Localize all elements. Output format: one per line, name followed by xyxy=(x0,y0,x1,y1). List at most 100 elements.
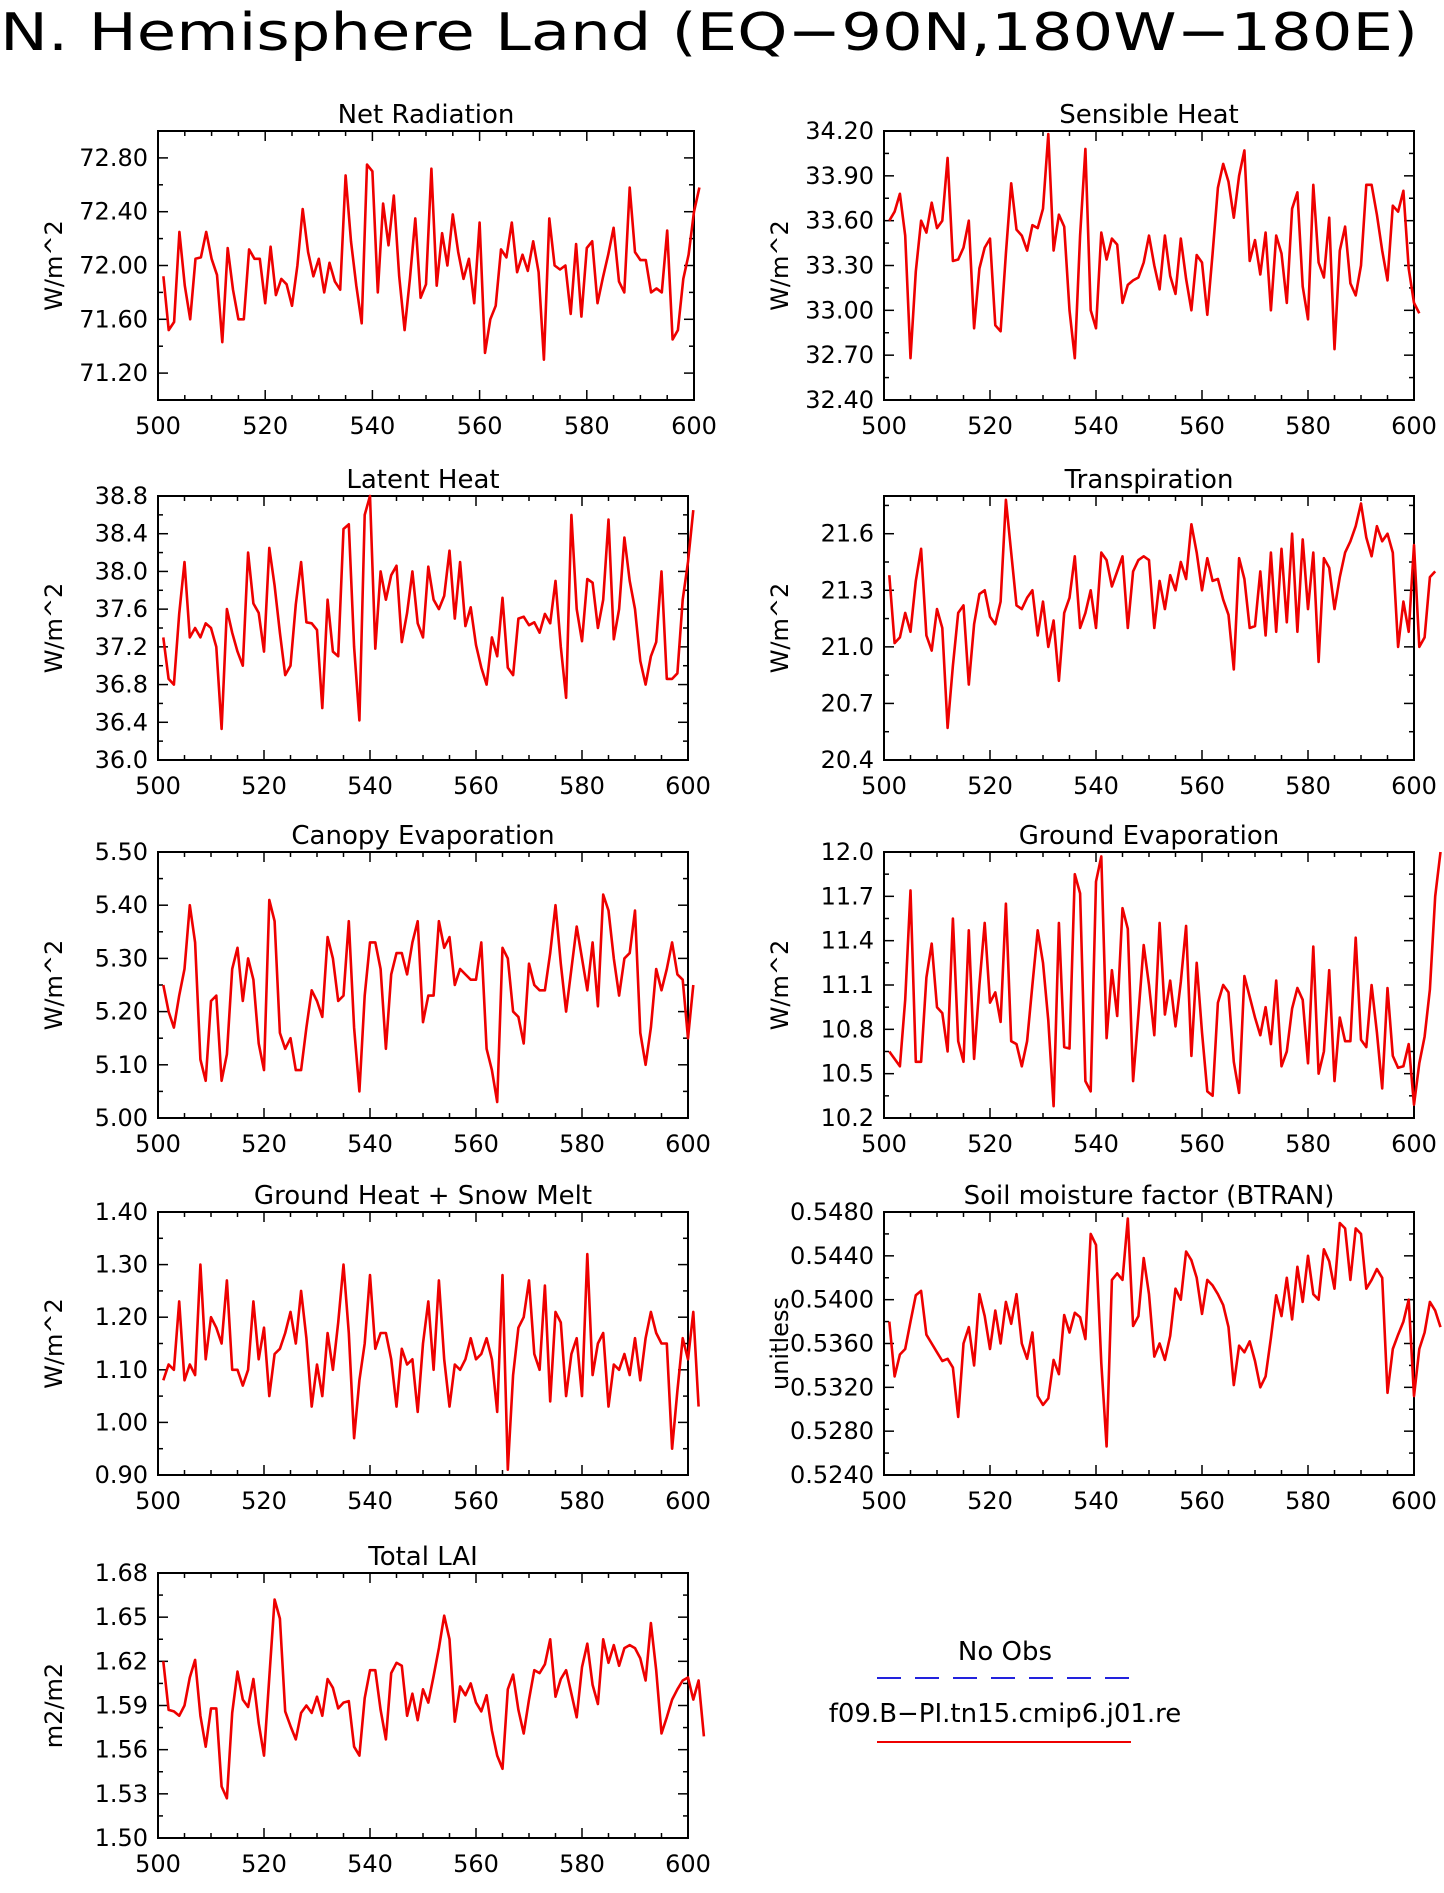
y-axis-label: W/m^2 xyxy=(766,220,794,311)
y-axis-label: W/m^2 xyxy=(40,220,68,311)
y-tick-label: 21.3 xyxy=(821,576,874,604)
series-line xyxy=(888,1217,1442,1448)
y-tick-label: 5.20 xyxy=(95,998,148,1026)
plot-frame xyxy=(883,130,1415,401)
x-tick-label: 560 xyxy=(1179,1487,1225,1515)
y-tick-label: 0.5400 xyxy=(790,1286,874,1314)
plot-frame xyxy=(157,851,689,1119)
y-tick-label: 0.5360 xyxy=(790,1330,874,1358)
series-line xyxy=(888,132,1421,360)
chart-panel-8: Soil moisture factor (BTRAN) 0.5240 0.5280… xyxy=(766,1181,1442,1515)
x-tick-label: 600 xyxy=(665,1487,711,1515)
y-tick-label: 32.40 xyxy=(805,386,874,414)
x-tick-label: 580 xyxy=(559,1850,605,1878)
y-axis-label: W/m^2 xyxy=(40,940,68,1031)
x-tick-label: 540 xyxy=(1073,772,1119,800)
y-tick-label: 1.62 xyxy=(95,1647,148,1675)
y-axis-label: m2/m2 xyxy=(40,1663,68,1748)
y-tick-label: 21.6 xyxy=(821,520,874,548)
x-tick-label: 500 xyxy=(135,772,181,800)
y-tick-label: 21.0 xyxy=(821,633,874,661)
x-tick-label: 520 xyxy=(967,412,1013,440)
y-tick-label: 71.60 xyxy=(79,305,148,333)
y-tick-label: 20.7 xyxy=(821,689,874,717)
y-axis-label: W/m^2 xyxy=(766,940,794,1031)
panel-title: Canopy Evaporation xyxy=(291,821,554,851)
panel-title: Total LAI xyxy=(367,1542,478,1572)
x-tick-label: 520 xyxy=(241,1487,287,1515)
y-tick-label: 71.20 xyxy=(79,359,148,387)
y-tick-label: 1.30 xyxy=(95,1251,148,1279)
x-tick-label: 520 xyxy=(241,1130,287,1158)
y-tick-label: 1.10 xyxy=(95,1356,148,1384)
x-tick-label: 500 xyxy=(861,772,907,800)
y-tick-label: 5.30 xyxy=(95,944,148,972)
legend: No Obs f09.B−PI.tn15.cmip6.j01.re xyxy=(829,1637,1181,1743)
x-tick-label: 540 xyxy=(347,1487,393,1515)
x-tick-label: 600 xyxy=(665,772,711,800)
y-tick-label: 34.20 xyxy=(805,117,874,145)
chart-panel-2: Sensible Heat 32.40 32.70 33.00 33.30 33.60 33… xyxy=(766,100,1437,440)
x-tick-label: 580 xyxy=(559,772,605,800)
y-tick-label: 1.68 xyxy=(95,1559,148,1587)
y-tick-label: 10.5 xyxy=(821,1060,874,1088)
y-tick-label: 0.5480 xyxy=(790,1198,874,1226)
y-tick-label: 1.50 xyxy=(95,1824,148,1852)
chart-panel-5: Canopy Evaporation 5.00 5.10 5.20 5.30 5.40 5.… xyxy=(40,821,711,1158)
chart-panel-9: Total LAI 1.50 1.53 1.56 1.59 1.62 1.65 1.68 500… xyxy=(40,1542,711,1878)
x-tick-label: 600 xyxy=(1391,1487,1437,1515)
x-tick-label: 560 xyxy=(1179,772,1225,800)
x-tick-label: 580 xyxy=(564,412,610,440)
panel-title: Transpiration xyxy=(1064,465,1234,495)
panel-title: Ground Evaporation xyxy=(1019,821,1279,851)
y-tick-label: 1.40 xyxy=(95,1198,148,1226)
y-tick-label: 33.60 xyxy=(805,207,874,235)
main-title: N. Hemisphere Land (EQ−90N,180W−180E) xyxy=(0,3,1418,63)
x-tick-label: 540 xyxy=(1073,1487,1119,1515)
y-tick-label: 20.4 xyxy=(821,746,874,774)
x-tick-label: 600 xyxy=(1391,1130,1437,1158)
x-tick-label: 500 xyxy=(861,1130,907,1158)
y-tick-label: 36.8 xyxy=(95,671,148,699)
panel-title: Ground Heat + Snow Melt xyxy=(254,1181,592,1211)
x-tick-label: 600 xyxy=(1391,412,1437,440)
y-tick-label: 0.5440 xyxy=(790,1242,874,1270)
x-tick-label: 540 xyxy=(349,412,395,440)
y-tick-label: 72.40 xyxy=(79,198,148,226)
plot-frame xyxy=(157,1572,689,1839)
x-tick-label: 600 xyxy=(1391,772,1437,800)
y-axis-label: W/m^2 xyxy=(766,583,794,674)
x-tick-label: 520 xyxy=(241,1850,287,1878)
series-line xyxy=(888,498,1437,730)
chart-panel-4: Transpiration 20.4 20.7 21.0 21.3 21.6 500 520 5… xyxy=(766,465,1437,800)
x-tick-label: 560 xyxy=(1179,412,1225,440)
x-tick-label: 500 xyxy=(135,1487,181,1515)
y-tick-label: 5.10 xyxy=(95,1051,148,1079)
x-tick-label: 500 xyxy=(861,1487,907,1515)
x-tick-label: 500 xyxy=(135,1850,181,1878)
y-tick-label: 11.1 xyxy=(821,971,874,999)
series-line xyxy=(162,893,695,1104)
y-tick-label: 0.90 xyxy=(95,1461,148,1489)
y-tick-label: 5.00 xyxy=(95,1104,148,1132)
y-tick-label: 0.5280 xyxy=(790,1417,874,1445)
y-tick-label: 1.20 xyxy=(95,1303,148,1331)
series-line xyxy=(162,494,695,731)
panels-container: Net Radiation 71.20 71.60 72.00 72.40 72.80 50… xyxy=(40,100,1442,1878)
x-tick-label: 540 xyxy=(1073,1130,1119,1158)
y-tick-label: 10.8 xyxy=(821,1015,874,1043)
x-tick-label: 500 xyxy=(861,412,907,440)
y-tick-label: 33.90 xyxy=(805,162,874,190)
y-axis-label: W/m^2 xyxy=(40,583,68,674)
x-tick-label: 560 xyxy=(453,772,499,800)
legend-label-obs: No Obs xyxy=(958,1637,1052,1667)
x-tick-label: 500 xyxy=(135,1130,181,1158)
y-tick-label: 11.4 xyxy=(821,927,874,955)
series-line xyxy=(888,851,1442,1108)
y-tick-label: 33.30 xyxy=(805,252,874,280)
y-tick-label: 0.5320 xyxy=(790,1373,874,1401)
x-tick-label: 600 xyxy=(665,1850,711,1878)
y-tick-label: 36.0 xyxy=(95,746,148,774)
chart-panel-6: Ground Evaporation 10.2 10.5 10.8 11.1 11.4 11… xyxy=(766,821,1442,1158)
x-tick-label: 560 xyxy=(1179,1130,1225,1158)
